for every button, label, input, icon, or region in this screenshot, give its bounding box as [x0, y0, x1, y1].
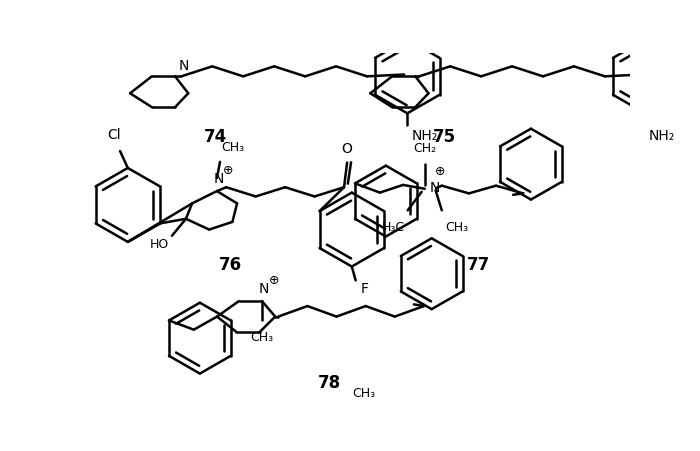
Text: HO: HO [150, 237, 169, 250]
Text: CH₂: CH₂ [413, 142, 436, 155]
Text: CH₃: CH₃ [251, 331, 274, 344]
Text: 75: 75 [433, 127, 456, 145]
Text: N: N [429, 181, 440, 195]
Text: ⊕: ⊕ [268, 273, 279, 286]
Text: CH₃: CH₃ [353, 386, 376, 399]
Text: ⊕: ⊕ [223, 163, 233, 176]
Text: 78: 78 [318, 373, 341, 391]
Text: NH₂: NH₂ [649, 129, 675, 143]
Text: O: O [342, 142, 353, 156]
Text: N: N [179, 60, 189, 74]
Text: ⊕: ⊕ [435, 165, 445, 178]
Text: CH₃: CH₃ [222, 140, 245, 153]
Text: Cl: Cl [107, 128, 120, 142]
Text: H₃C: H₃C [382, 220, 405, 233]
Text: N: N [214, 171, 224, 185]
Text: CH₃: CH₃ [445, 220, 468, 233]
Text: 77: 77 [468, 256, 491, 274]
Text: F: F [361, 281, 369, 295]
Text: NH₂: NH₂ [411, 129, 438, 143]
Text: N: N [258, 281, 269, 295]
Text: 76: 76 [219, 256, 242, 274]
Text: 74: 74 [204, 127, 227, 145]
